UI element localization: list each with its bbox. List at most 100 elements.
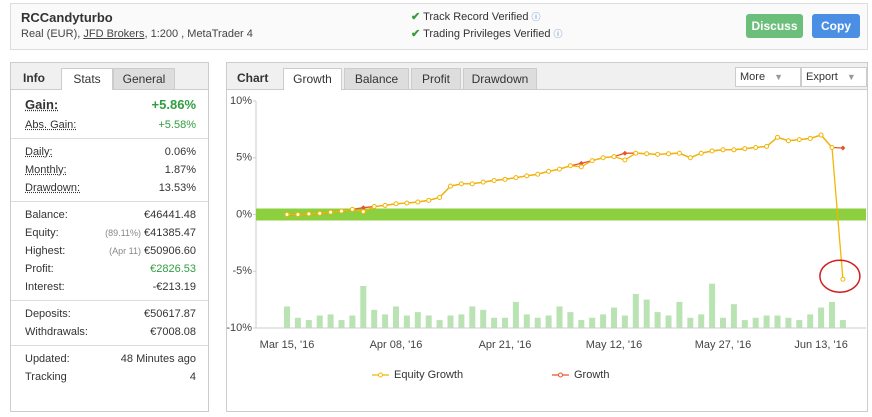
verified-label: Track Record Verified: [423, 11, 529, 23]
stats-value-cell: (Apr 11) €50906.60: [109, 242, 196, 260]
broker-link[interactable]: JFD Brokers: [83, 28, 145, 40]
activity-bar: [763, 315, 770, 328]
stats-row: Tracking 4: [11, 368, 208, 386]
stats-value-cell: €46441.48: [144, 206, 196, 224]
point: [622, 157, 628, 163]
activity-bar: [534, 317, 541, 328]
activity-bar: [654, 312, 661, 328]
point: [764, 143, 770, 149]
tab[interactable]: Profit: [411, 68, 461, 89]
activity-bar: [730, 304, 737, 328]
stats-row: Equity: (89.11%) €41385.47: [11, 224, 208, 242]
series-line: [287, 134, 844, 280]
point: [448, 183, 453, 189]
more-menu[interactable]: More ▼: [735, 67, 801, 87]
activity-bar: [752, 317, 759, 328]
point: [840, 276, 846, 282]
activity-bar: [327, 314, 334, 328]
legend-marker: [378, 372, 383, 378]
stats-value: €41385.47: [144, 227, 196, 239]
activity-bar: [491, 317, 498, 328]
stats-label: Balance:: [25, 209, 68, 221]
stats-tabs: Info Stats General: [11, 63, 208, 90]
activity-bar: [839, 320, 846, 328]
point: [589, 158, 595, 164]
export-menu[interactable]: Export ▼: [801, 67, 867, 87]
stats-panel: Info Stats General Gain: +5.86% Abs. Gain:…: [10, 62, 209, 412]
point: [567, 163, 573, 169]
point: [775, 134, 780, 140]
point: [371, 204, 377, 210]
stats-label: Highest:: [25, 245, 66, 257]
stats-row: Monthly: 1.87%: [11, 161, 208, 179]
activity-bar: [360, 286, 367, 328]
stats-row: Abs. Gain: +5.58%: [11, 116, 208, 134]
stats-label: Drawdown:: [25, 182, 81, 194]
activity-bar: [382, 314, 389, 328]
activity-bar: [447, 315, 454, 328]
legend-marker: [558, 372, 563, 378]
stats-value-cell: +5.58%: [158, 116, 196, 134]
chart-panel: Chart Growth Balance Profit Drawdown Mor…: [226, 62, 868, 412]
point: [382, 202, 388, 208]
stats-value: -€213.19: [152, 281, 196, 293]
point: [644, 151, 650, 157]
stats-group: Balance: €46441.48 Equity: (89.11%) €41385.4…: [11, 202, 208, 301]
tab[interactable]: Stats: [61, 68, 113, 90]
activity-bar: [305, 320, 312, 328]
stats-note: (89.11%): [105, 228, 141, 238]
tab[interactable]: Balance: [344, 68, 409, 89]
point: [360, 205, 366, 211]
account-title: RCCandyturbo: [21, 10, 113, 25]
verified: ✔ Track Record Verified ⓘ: [411, 11, 541, 23]
point: [360, 209, 366, 215]
stats-value-cell: €2826.53: [150, 260, 196, 278]
activity-bar: [458, 314, 465, 328]
activity-bar: [523, 314, 530, 328]
stats-label: Tracking: [25, 371, 67, 383]
tab[interactable]: General: [113, 68, 175, 89]
activity-bar: [600, 314, 607, 328]
y-tick-label: -5%: [232, 265, 252, 277]
point: [284, 212, 290, 217]
y-tick-label: 10%: [230, 95, 252, 107]
copy-button[interactable]: Copy: [812, 14, 860, 38]
activity-bar: [338, 320, 345, 328]
menu-label: Export: [806, 71, 838, 83]
tab[interactable]: Drawdown: [463, 68, 537, 89]
y-tick-label: 5%: [236, 152, 252, 164]
activity-bar: [469, 306, 476, 328]
activity-bar: [785, 317, 792, 328]
point: [524, 173, 530, 179]
point: [349, 206, 355, 212]
point: [829, 145, 835, 151]
activity-bar: [436, 320, 443, 328]
y-tick-label: -10%: [226, 322, 252, 334]
point: [840, 145, 846, 151]
stats-label: Updated:: [25, 353, 70, 365]
point: [458, 181, 464, 187]
subtitle: Real (EUR), JFD Brokers, 1:200 , MetaTra…: [21, 28, 253, 40]
point: [535, 171, 541, 177]
activity-bar: [578, 320, 585, 328]
point: [415, 199, 421, 205]
point: [698, 150, 704, 156]
stats-value: 48 Minutes ago: [120, 353, 196, 365]
stats-row: Highest: (Apr 11) €50906.60: [11, 242, 208, 260]
x-tick-label: Apr 21, '16: [479, 339, 532, 351]
chart-tabs: Chart Growth Balance Profit Drawdown Mor…: [227, 63, 867, 90]
activity-bar: [796, 320, 803, 328]
point: [502, 176, 508, 182]
stats-note: (Apr 11): [109, 246, 141, 256]
point: [295, 212, 301, 217]
stats-value: 1.87%: [164, 164, 196, 176]
panel-label: Chart: [237, 71, 269, 85]
tab[interactable]: Growth: [283, 68, 342, 90]
highlight-circle: [819, 259, 861, 293]
legend-label: Growth: [574, 369, 609, 381]
discuss-button[interactable]: Discuss: [746, 14, 803, 38]
stats-value: €46441.48: [144, 209, 196, 221]
activity-bar: [807, 314, 814, 328]
stats-row: Deposits: €50617.87: [11, 305, 208, 323]
point: [328, 209, 334, 215]
